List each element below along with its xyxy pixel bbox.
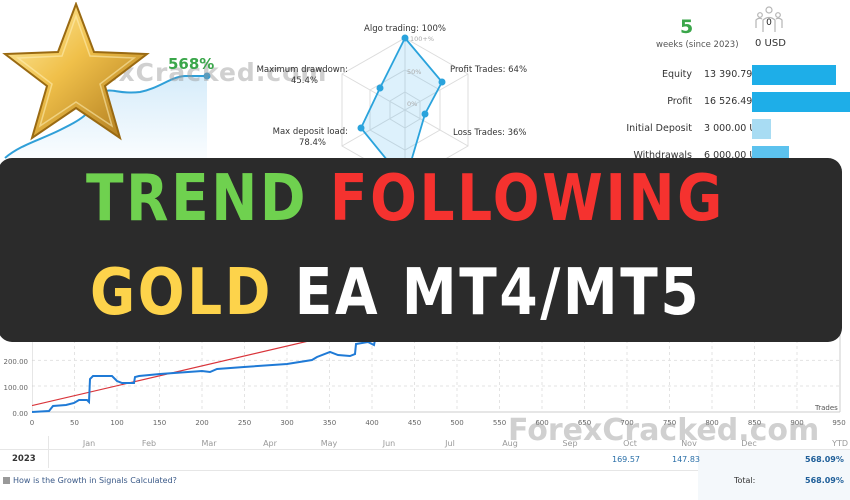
banner-word-gold: GOLD (90, 256, 274, 330)
month-header: Jun (382, 439, 396, 448)
radar-label-value: 78.4% (298, 138, 326, 148)
x-tick: 850 (747, 419, 762, 427)
radar-label-max-drawdown: Maximum drawdown: 45.4% (250, 65, 348, 87)
x-tick: 150 (152, 419, 167, 427)
month-header: Sep (562, 439, 578, 448)
subscribers-usd: 0 USD (755, 38, 786, 49)
month-header: May (320, 439, 338, 448)
stat-label: Equity (661, 69, 692, 80)
banner-word-ea-mt4-mt5: EA MT4/MT5 (294, 256, 702, 330)
banner-line-1: TREND FOLLOWING (86, 164, 725, 234)
radar-chart: 100+% 50% 0% Algo trading: 100% Profit T… (250, 0, 570, 175)
radar-label-text: Max deposit load: (272, 127, 348, 137)
x-axis-label: Trades (815, 404, 838, 412)
y-tick: 100.00 (3, 384, 29, 392)
ytd-header: YTD (832, 439, 848, 448)
radar-label-loss-trades: Loss Trades: 36% (453, 128, 527, 138)
x-tick: 500 (450, 419, 464, 427)
svg-text:0: 0 (766, 18, 772, 28)
weeks-label: weeks (since 2023) (656, 40, 739, 50)
radar-label-text: Maximum drawdown: (256, 65, 348, 75)
x-tick: 700 (620, 419, 634, 427)
month-header: Dec (741, 439, 757, 448)
y-tick: 0.00 (12, 410, 28, 418)
x-tick: 450 (407, 419, 422, 427)
x-tick: 250 (237, 419, 252, 427)
radar-grid (341, 34, 469, 175)
x-tick: 50 (70, 419, 79, 427)
radar-label-max-deposit-load: Max deposit load: 78.4% (250, 127, 348, 149)
x-tick: 400 (365, 419, 379, 427)
x-tick: 650 (577, 419, 592, 427)
month-header: Feb (141, 439, 157, 448)
month-header: Jan (82, 439, 96, 448)
help-link[interactable]: How is the Growth in Signals Calculated? (13, 476, 177, 485)
stats-table: Equity 13 390.79 USD Profit 16 526.49 US… (592, 65, 850, 174)
radar-label-profit-trades: Profit Trades: 64% (450, 65, 528, 75)
x-tick: 950 (832, 419, 846, 427)
x-tick: 0 (29, 419, 35, 427)
x-tick: 200 (195, 419, 209, 427)
gold-star-icon (2, 2, 150, 141)
month-header: Jul (445, 439, 455, 448)
x-tick: 800 (705, 419, 719, 427)
stat-label: Withdrawals (633, 150, 692, 161)
stat-row-initial-deposit: Initial Deposit 3 000.00 USD (592, 119, 850, 139)
x-tick: 350 (322, 419, 337, 427)
x-tick: 300 (280, 419, 294, 427)
x-tick: 900 (790, 419, 804, 427)
stat-bar (752, 65, 836, 85)
month-header: Nov (681, 439, 697, 448)
radar-tick-100: 100+% (410, 35, 435, 43)
total-label: Total: (734, 476, 756, 485)
x-tick: 600 (535, 419, 549, 427)
x-tick: 750 (662, 419, 677, 427)
watermark-bottom: ForexCracked.com (508, 413, 820, 448)
month-header: Oct (623, 439, 637, 448)
cell-nov: 147.83 (672, 455, 700, 464)
growth-percent: 568% (168, 55, 215, 73)
x-tick: 100 (110, 419, 124, 427)
month-header: Aug (502, 439, 518, 448)
radar-label-algo-trading: Algo trading: 100% (364, 24, 446, 34)
banner-line-2: GOLD EA MT4/MT5 (90, 258, 701, 328)
stat-label: Profit (667, 96, 692, 107)
mini-growth-chart: ForexCracked.com 568% (0, 0, 326, 170)
stat-bar (752, 92, 850, 112)
radar-tick-0: 0% (407, 100, 418, 108)
stat-label: Initial Deposit (626, 123, 692, 134)
banner-word-following: FOLLOWING (329, 162, 725, 236)
year-label: 2023 (12, 454, 36, 464)
weeks-count: 5 (680, 16, 694, 38)
total-value: 568.09% (805, 476, 844, 485)
radar-tick-50: 50% (407, 68, 422, 76)
help-bullet-icon (3, 477, 10, 484)
subscribers-icon: 0 (755, 6, 783, 32)
cell-oct: 169.57 (612, 455, 640, 464)
stat-bar (752, 119, 771, 139)
x-tick: 550 (492, 419, 507, 427)
stat-value: 6 000.00 USD (704, 150, 770, 161)
stat-value: 16 526.49 USD (704, 96, 776, 107)
month-header: Mar (201, 439, 217, 448)
cell-ytd: 568.09% (805, 455, 844, 464)
radar-label-value: 45.4% (290, 76, 318, 86)
stat-row-equity: Equity 13 390.79 USD (592, 65, 850, 85)
stat-value: 13 390.79 USD (704, 69, 776, 80)
month-header: Apr (263, 439, 277, 448)
stat-row-profit: Profit 16 526.49 USD (592, 92, 850, 112)
banner-word-trend: TREND (86, 162, 309, 236)
monthly-table: Jan Feb Mar Apr May Jun Jul Aug Sep Oct … (0, 436, 850, 500)
title-banner: TREND FOLLOWING GOLD EA MT4/MT5 (0, 158, 842, 342)
stat-value: 3 000.00 USD (704, 123, 770, 134)
y-tick: 200.00 (3, 358, 29, 366)
